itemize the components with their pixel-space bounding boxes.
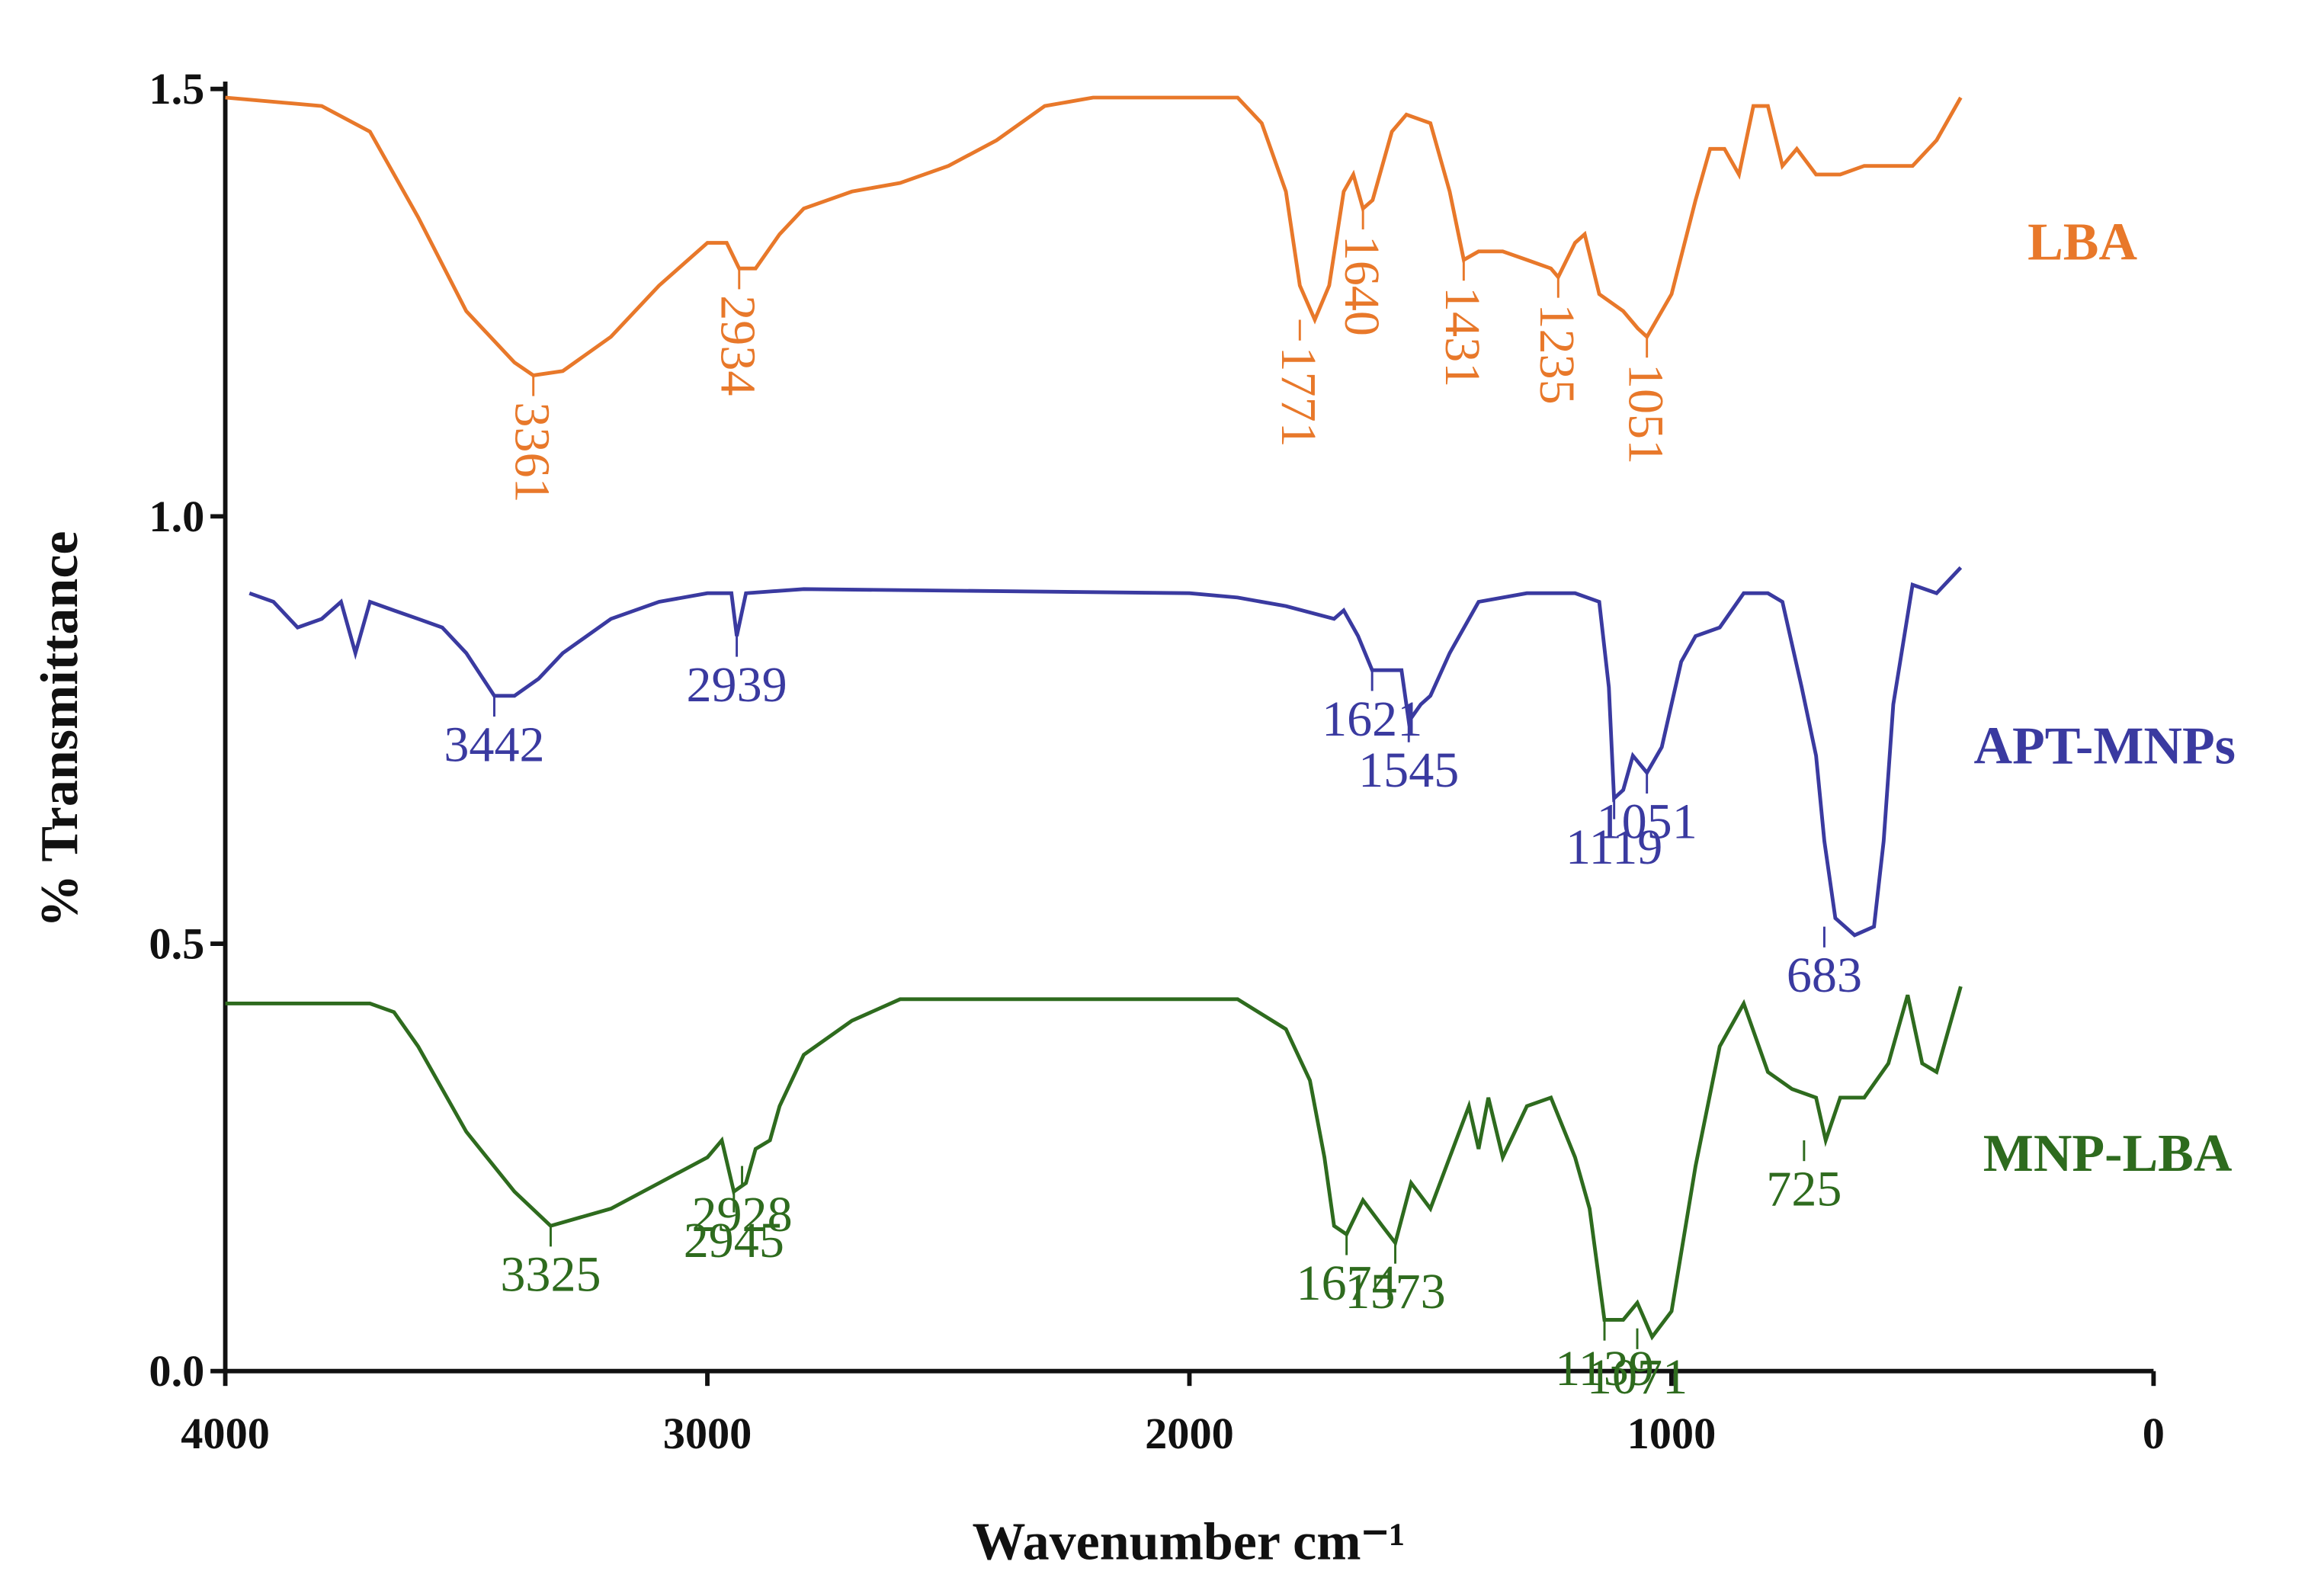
peak-label: 3325 xyxy=(500,1247,601,1303)
peak-label: 2945 xyxy=(684,1213,784,1268)
peak-label: 2934 xyxy=(710,295,765,396)
x-tick-label: 1000 xyxy=(1627,1409,1717,1458)
peak-label: 683 xyxy=(1787,948,1862,1003)
peak-label: 1545 xyxy=(1358,742,1459,798)
x-axis-label: Wavenumber cm⁻¹ xyxy=(973,1513,1406,1572)
series-label: APT-MNPs xyxy=(1973,717,2236,775)
peak-label: 1771 xyxy=(1271,346,1326,447)
peak-label: 1235 xyxy=(1529,303,1585,404)
peak-label: 725 xyxy=(1766,1162,1842,1217)
peak-label: 1139 xyxy=(1555,1341,1654,1396)
peak-label: 1573 xyxy=(1345,1264,1445,1319)
peak-label: 1051 xyxy=(1597,794,1697,849)
peak-label: 1674 xyxy=(1297,1255,1397,1311)
peak-label: 3442 xyxy=(444,717,544,772)
peak-label: 1051 xyxy=(1617,364,1673,464)
peak-label: 1621 xyxy=(1322,691,1422,747)
peak-label: 1431 xyxy=(1434,287,1490,387)
peak-label: 2939 xyxy=(686,657,787,713)
peak-label: 1640 xyxy=(1334,236,1390,336)
peak-label: 3361 xyxy=(504,402,559,502)
y-tick-label: 1.5 xyxy=(149,64,204,114)
series-label: LBA xyxy=(2027,213,2137,271)
y-axis-label: % Transmittance xyxy=(30,531,89,928)
spectrum-line xyxy=(248,566,1963,938)
x-tick-label: 3000 xyxy=(663,1409,752,1458)
peak-label: 1119 xyxy=(1566,819,1662,875)
series-label: MNP-LBA xyxy=(1983,1124,2233,1183)
peak-label: 2928 xyxy=(691,1187,792,1243)
peak-label: 1071 xyxy=(1587,1349,1688,1405)
spectrum-line xyxy=(225,95,1963,377)
x-tick-label: 0 xyxy=(2143,1409,2165,1458)
spectrum-line xyxy=(225,986,1963,1341)
x-tick-label: 4000 xyxy=(181,1409,270,1458)
y-tick-label: 0.0 xyxy=(149,1346,204,1396)
y-tick-label: 0.5 xyxy=(149,919,204,968)
y-tick-label: 1.0 xyxy=(149,492,204,541)
x-tick-label: 2000 xyxy=(1145,1409,1234,1458)
